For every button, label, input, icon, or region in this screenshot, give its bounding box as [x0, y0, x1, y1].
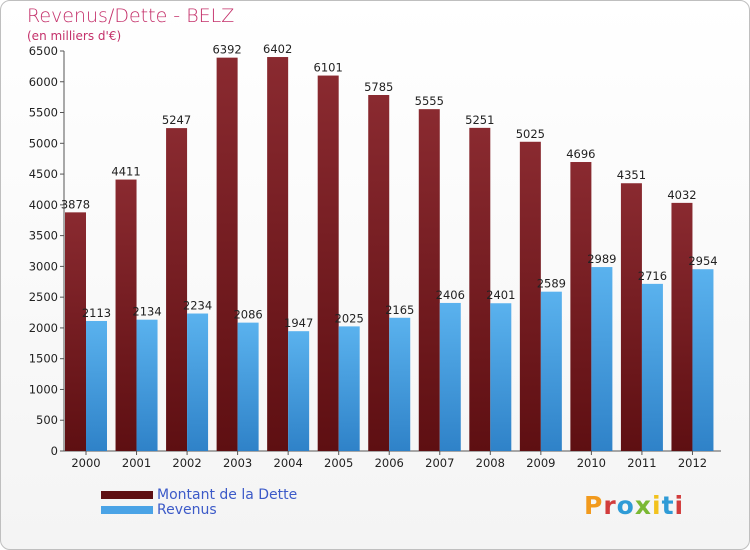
bar-debt-2009 [519, 141, 541, 451]
chart-subtitle: (en milliers d'€) [27, 29, 122, 43]
x-tick-label-2005: 2005 [324, 456, 353, 470]
bar-debt-2006 [368, 95, 390, 451]
x-tick-label-2009: 2009 [526, 456, 555, 470]
y-tick-label: 0 [51, 444, 58, 458]
bar-revenue-2002 [187, 313, 209, 451]
x-tick-label-2000: 2000 [71, 456, 100, 470]
legend-swatch-debt [101, 490, 153, 499]
legend-label-debt: Montant de la Dette [157, 486, 298, 503]
legend: Montant de la Dette Revenus [101, 486, 298, 518]
bar-debt-2011 [620, 183, 642, 451]
bar-revenue-2005 [338, 326, 360, 451]
data-label-revenue-2004: 1947 [284, 316, 313, 330]
legend-item-debt: Montant de la Dette [101, 486, 298, 503]
legend-label-revenue: Revenus [157, 501, 217, 518]
data-label-revenue-2003: 2086 [233, 308, 262, 322]
bar-debt-2001 [115, 179, 137, 452]
y-tick-label: 5500 [29, 106, 58, 120]
legend-item-revenue: Revenus [101, 501, 297, 518]
data-label-debt-2004: 6402 [263, 42, 292, 56]
y-tick-label: 4000 [29, 198, 58, 212]
y-tick-label: 500 [36, 413, 58, 427]
bar-debt-2008 [469, 127, 491, 451]
bar-revenue-2006 [389, 317, 411, 451]
bar-revenue-2009 [540, 291, 562, 451]
data-label-revenue-2007: 2406 [436, 288, 465, 302]
data-label-revenue-2008: 2401 [486, 288, 515, 302]
x-tick-label-2001: 2001 [122, 456, 151, 470]
x-tick-label-2012: 2012 [678, 456, 707, 470]
y-tick-label: 4500 [29, 167, 58, 181]
y-tick-label: 6500 [29, 44, 58, 58]
bar-revenue-2004 [288, 331, 310, 451]
x-tick-label-2010: 2010 [577, 456, 606, 470]
y-tick-label: 1500 [29, 352, 58, 366]
bar-revenue-2000 [86, 320, 107, 451]
data-label-revenue-2011: 2716 [638, 269, 667, 283]
data-label-revenue-2001: 2134 [132, 305, 161, 319]
legend-swatch-revenue [101, 505, 153, 514]
data-label-debt-2003: 6392 [212, 43, 241, 57]
data-label-debt-2012: 4032 [667, 188, 696, 202]
bar-revenue-2003 [237, 322, 259, 451]
x-tick-label-2007: 2007 [425, 456, 454, 470]
y-tick-label: 2500 [29, 290, 58, 304]
x-tick-label-2004: 2004 [274, 456, 303, 470]
data-label-revenue-2005: 2025 [335, 311, 364, 325]
data-label-revenue-2009: 2589 [537, 277, 566, 291]
bar-revenue-2001 [136, 319, 158, 451]
bar-debt-2000 [65, 212, 86, 451]
data-label-debt-2009: 5025 [516, 127, 545, 141]
bar-revenue-2012 [692, 269, 714, 451]
x-tick-label-2003: 2003 [223, 456, 252, 470]
y-tick-label: 3500 [29, 229, 58, 243]
data-label-debt-2010: 4696 [566, 147, 595, 161]
bar-revenue-2008 [490, 303, 512, 451]
data-label-debt-2001: 4411 [111, 165, 140, 179]
data-label-debt-2000: 3878 [61, 197, 90, 211]
bar-debt-2007 [418, 109, 440, 452]
data-label-debt-2011: 4351 [617, 168, 646, 182]
bar-debt-2010 [570, 162, 592, 451]
data-label-revenue-2012: 2954 [688, 254, 717, 268]
data-label-debt-2005: 6101 [314, 61, 343, 75]
data-label-debt-2008: 5251 [465, 113, 494, 127]
bar-revenue-2010 [591, 267, 613, 451]
data-label-revenue-2000: 2113 [82, 306, 111, 320]
x-tick-label-2002: 2002 [172, 456, 201, 470]
bar-debt-2004 [267, 57, 289, 452]
y-tick-label: 6000 [29, 75, 58, 89]
data-label-revenue-2010: 2989 [587, 252, 616, 266]
data-label-revenue-2002: 2234 [183, 299, 212, 313]
data-label-debt-2002: 5247 [162, 113, 191, 127]
y-tick-label: 2000 [29, 321, 58, 335]
proxiti-logo: Proxiti [584, 491, 685, 520]
y-tick-label: 1000 [29, 382, 58, 396]
bar-debt-2002 [166, 128, 188, 451]
y-tick-label: 5000 [29, 136, 58, 150]
bar-revenue-2007 [439, 302, 461, 451]
bar-debt-2012 [671, 202, 693, 451]
bar-revenue-2011 [641, 283, 663, 451]
data-label-debt-2007: 5555 [415, 94, 444, 108]
data-label-revenue-2006: 2165 [385, 303, 414, 317]
bar-debt-2005 [317, 75, 339, 452]
data-label-debt-2006: 5785 [364, 80, 393, 94]
y-tick-label: 3000 [29, 259, 58, 273]
x-tick-label-2011: 2011 [627, 456, 656, 470]
chart-title: Revenus/Dette - BELZ [27, 5, 235, 27]
x-tick-label-2008: 2008 [476, 456, 505, 470]
bar-debt-2003 [216, 57, 238, 452]
x-tick-label-2006: 2006 [375, 456, 404, 470]
